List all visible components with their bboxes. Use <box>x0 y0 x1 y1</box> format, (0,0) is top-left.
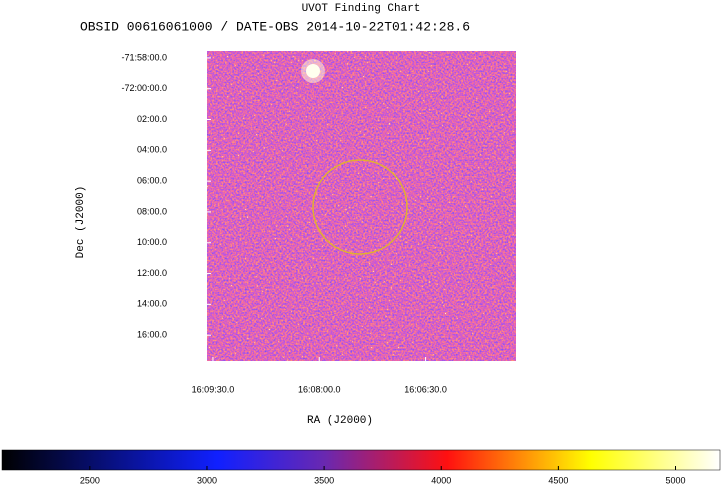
sky-image <box>207 51 516 361</box>
x-tick-label: 16:09:30.0 <box>192 384 235 394</box>
bright-star-halo <box>301 59 325 83</box>
y-tick-label: 14:00.0 <box>137 299 167 309</box>
chart-subtitle: OBSID 00616061000 / DATE-OBS 2014-10-22T… <box>80 19 470 34</box>
colorbar-tick-label: 3000 <box>197 475 217 485</box>
y-tick-label: 02:00.0 <box>137 114 167 124</box>
chart-title: UVOT Finding Chart <box>302 3 421 15</box>
y-tick-label: 12:00.0 <box>137 268 167 278</box>
y-tick-label: -71:58:00.0 <box>121 52 167 62</box>
colorbar-tick-label: 4000 <box>431 475 451 485</box>
x-tick-label: 16:08:00.0 <box>298 384 341 394</box>
y-axis-label: Dec (J2000) <box>75 186 87 259</box>
x-tick-label: 16:06:30.0 <box>404 384 447 394</box>
colorbar-tick-label: 2500 <box>80 475 100 485</box>
y-tick-label: 06:00.0 <box>137 176 167 186</box>
y-tick-label: 10:00.0 <box>137 237 167 247</box>
colorbar-tick-label: 5000 <box>665 475 685 485</box>
y-tick-label: 04:00.0 <box>137 145 167 155</box>
colorbar-tick-label: 3500 <box>314 475 334 485</box>
colorbar <box>1 449 721 471</box>
x-axis-label: RA (J2000) <box>307 415 373 427</box>
y-tick-label: -72:00:00.0 <box>121 83 167 93</box>
y-tick-label: 16:00.0 <box>137 330 167 340</box>
colorbar-tick-label: 4500 <box>548 475 568 485</box>
source-region <box>312 159 408 255</box>
y-tick-label: 08:00.0 <box>137 206 167 216</box>
